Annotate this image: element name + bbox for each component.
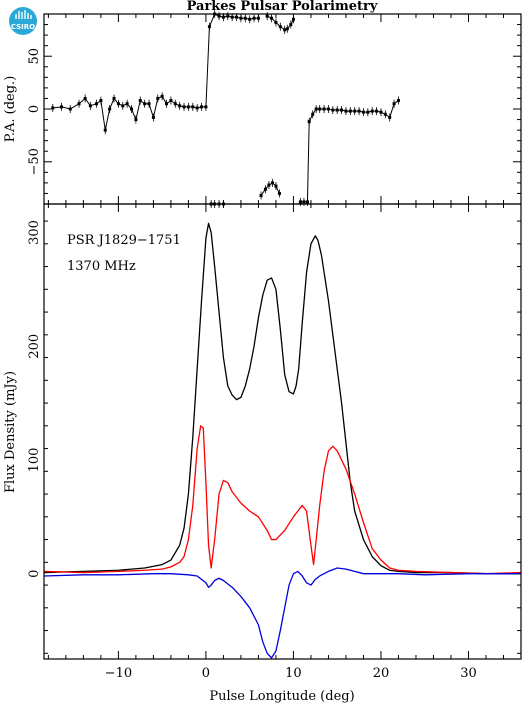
flux-lines xyxy=(43,222,522,659)
pa-ytick-label: −50 xyxy=(27,148,42,175)
circular-polarization-line xyxy=(43,567,521,659)
psr-name-annotation: PSR J1829−1751 xyxy=(67,233,181,248)
total-intensity-line xyxy=(43,222,521,575)
pa-ylabel: P.A. (deg.) xyxy=(3,76,18,143)
flux-ytick-label: 300 xyxy=(27,220,42,245)
flux-ytick-labels: 0 100 200 300 xyxy=(27,220,42,578)
pa-series-line xyxy=(52,95,206,131)
flux-xtick-labels: −10 0 10 20 30 xyxy=(105,666,477,681)
flux-axis-frame xyxy=(43,203,522,660)
flux-ytick-label: 0 xyxy=(27,570,42,578)
linear-polarization-line xyxy=(43,425,522,575)
pa-jump-connector xyxy=(205,26,210,107)
flux-panel: 0 100 200 300 −10 0 10 20 30 PSR J1829−1751 137… xyxy=(3,203,522,704)
pa-ytick-labels: −50 0 50 xyxy=(27,48,42,176)
pa-axis-frame xyxy=(43,13,522,205)
flux-xtick-label: 0 xyxy=(202,666,210,681)
flux-xtick-label: 20 xyxy=(373,666,390,681)
csiro-logo-text: CSIRO xyxy=(11,23,35,31)
csiro-logo-bars xyxy=(15,10,32,19)
flux-ylabel: Flux Density (mJy) xyxy=(3,371,18,493)
pa-series-line xyxy=(308,100,399,122)
flux-xtick-label: −10 xyxy=(105,666,132,681)
flux-ytick-label: 200 xyxy=(27,334,42,359)
pa-jump-connector xyxy=(208,13,216,27)
pa-points xyxy=(51,10,400,208)
flux-xtick-label: 10 xyxy=(285,666,302,681)
flux-xtick-label: 30 xyxy=(460,666,477,681)
pa-axis-ticks xyxy=(44,13,522,205)
pa-ytick-label: 0 xyxy=(27,105,42,113)
flux-xlabel: Pulse Longitude (deg) xyxy=(209,689,354,704)
csiro-logo: CSIRO xyxy=(9,7,37,35)
pa-ytick-label: 50 xyxy=(27,48,42,65)
frequency-annotation: 1370 MHz xyxy=(67,259,136,274)
pa-panel: −50 0 50 P.A. (deg.) xyxy=(3,10,522,208)
chart-title: Parkes Pulsar Polarimetry xyxy=(187,0,378,14)
flux-ytick-label: 100 xyxy=(27,448,42,473)
flux-axis-ticks xyxy=(44,204,522,659)
pa-jump-connector xyxy=(306,121,310,202)
